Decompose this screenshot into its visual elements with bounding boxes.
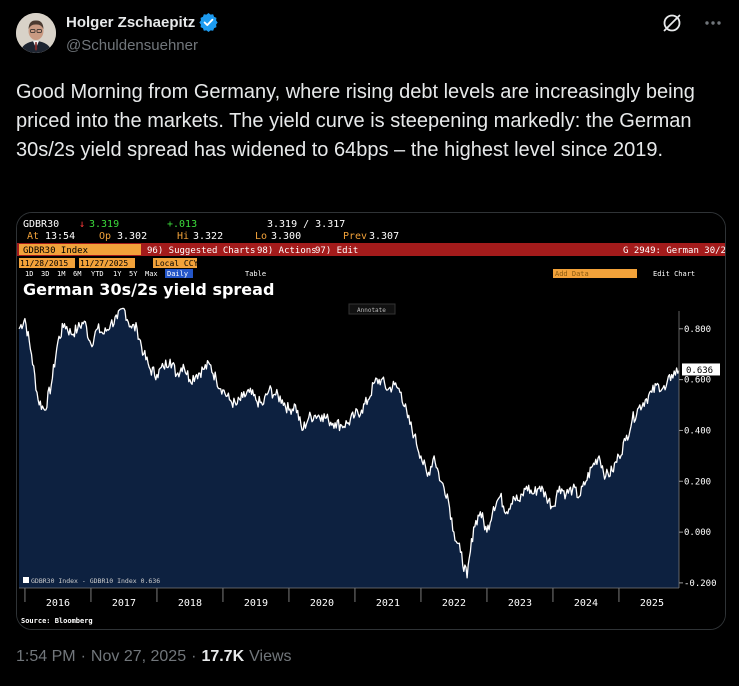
tweet-time[interactable]: 1:54 PM xyxy=(16,648,76,665)
chart-source: Source: Bloomberg xyxy=(21,617,93,625)
y-tick-label: 0.000 xyxy=(684,528,711,538)
meta-separator: · xyxy=(191,648,197,665)
author-handle[interactable]: @Schuldensuehner xyxy=(66,37,198,54)
terminal-lo-label: Lo xyxy=(255,231,267,242)
terminal-chart-id: G 2949: German 30/2s xyxy=(623,246,725,256)
terminal-ticker: GDBR30 xyxy=(23,219,59,230)
x-tick-label: 2019 xyxy=(244,598,268,609)
x-tick-label: 2021 xyxy=(376,598,400,609)
terminal-hi-label: Hi xyxy=(177,231,189,242)
series-line xyxy=(18,307,680,579)
x-tick-label: 2024 xyxy=(574,598,598,609)
annotate-button[interactable]: Annotate xyxy=(357,307,386,314)
terminal-menu-suggested[interactable]: 96) Suggested Charts xyxy=(147,246,255,256)
y-tick-label: 0.800 xyxy=(684,325,711,335)
y-tick-label: 0.600 xyxy=(684,376,711,386)
tweet-date[interactable]: Nov 27, 2025 xyxy=(90,648,187,665)
terminal-at-time: 13:54 xyxy=(45,231,75,242)
plot-area xyxy=(18,307,680,588)
tweet-media-chart[interactable]: GDBR30 ↓ 3.319 +.013 3.319 / 3.317 At 13… xyxy=(16,212,726,630)
terminal-op: 3.302 xyxy=(117,231,147,242)
terminal-at-label: At xyxy=(27,231,39,242)
more-options-icon[interactable] xyxy=(703,13,723,33)
terminal-index-label: GDBR30 Index xyxy=(23,246,89,256)
terminal-add-data[interactable]: Add Data xyxy=(555,270,589,278)
y-tick-label: -0.200 xyxy=(684,579,717,589)
chart-legend: GDBR30 Index - GDBR10 Index 0.636 xyxy=(31,577,160,585)
chart-title: German 30s/2s yield spread xyxy=(23,280,274,299)
views-count[interactable]: 17.7K xyxy=(201,648,245,665)
terminal-op-label: Op xyxy=(99,231,111,242)
terminal-period-max[interactable]: Max xyxy=(145,270,158,278)
bloomberg-chart-image: GDBR30 ↓ 3.319 +.013 3.319 / 3.317 At 13… xyxy=(17,213,725,629)
terminal-period-1m[interactable]: 1M xyxy=(57,270,65,278)
terminal-lo: 3.300 xyxy=(271,231,301,242)
x-tick-label: 2017 xyxy=(112,598,136,609)
x-tick-label: 2023 xyxy=(508,598,532,609)
series-area xyxy=(19,308,679,588)
x-tick-label: 2020 xyxy=(310,598,334,609)
y-tick-label: 0.400 xyxy=(684,426,711,436)
terminal-period-ytd[interactable]: YTD xyxy=(91,270,104,278)
terminal-last: 3.319 xyxy=(89,219,119,230)
verified-badge-icon xyxy=(199,13,218,32)
terminal-hi: 3.322 xyxy=(193,231,223,242)
terminal-period-6m[interactable]: 6M xyxy=(73,270,81,278)
x-tick-label: 2025 xyxy=(640,598,664,609)
last-value-label: 0.636 xyxy=(686,366,713,376)
views-label: Views xyxy=(249,648,292,665)
grok-icon[interactable] xyxy=(661,12,683,34)
tweet-text: Good Morning from Germany, where rising … xyxy=(16,81,695,161)
y-tick-label: 0.200 xyxy=(684,477,711,487)
avatar-portrait-icon xyxy=(16,13,56,53)
author-display-name[interactable]: Holger Zschaepitz xyxy=(66,14,196,31)
terminal-date-from[interactable]: 11/28/2015 xyxy=(20,259,68,268)
terminal-table[interactable]: Table xyxy=(245,270,266,278)
x-tick-label: 2018 xyxy=(178,598,202,609)
terminal-menu-actions[interactable]: 98) Actions xyxy=(257,246,317,256)
terminal-prev-label: Prev xyxy=(343,231,367,242)
terminal-period-5y[interactable]: 5Y xyxy=(129,270,138,278)
x-tick-label: 2016 xyxy=(46,598,70,609)
terminal-period-1d[interactable]: 1D xyxy=(25,270,33,278)
terminal-last-arrow: ↓ xyxy=(79,219,85,230)
terminal-menu-edit[interactable]: 97) Edit xyxy=(315,246,358,256)
terminal-period-3d[interactable]: 3D xyxy=(41,270,49,278)
terminal-prev: 3.307 xyxy=(369,231,399,242)
avatar[interactable] xyxy=(16,13,56,53)
terminal-date-to[interactable]: 11/27/2025 xyxy=(80,259,128,268)
legend-swatch xyxy=(23,577,29,583)
x-tick-label: 2022 xyxy=(442,598,466,609)
terminal-period-1y[interactable]: 1Y xyxy=(113,270,122,278)
tweet-meta: 1:54 PM · Nov 27, 2025 · 17.7K Views xyxy=(16,648,292,666)
terminal-edit-chart[interactable]: Edit Chart xyxy=(653,270,695,278)
terminal-change: +.013 xyxy=(167,219,197,230)
terminal-bid-ask: 3.319 / 3.317 xyxy=(267,219,345,230)
terminal-currency[interactable]: Local CCY xyxy=(155,259,199,268)
terminal-frequency[interactable]: Daily xyxy=(167,270,188,278)
meta-separator: · xyxy=(80,648,86,665)
terminal-index-field[interactable] xyxy=(19,244,141,255)
